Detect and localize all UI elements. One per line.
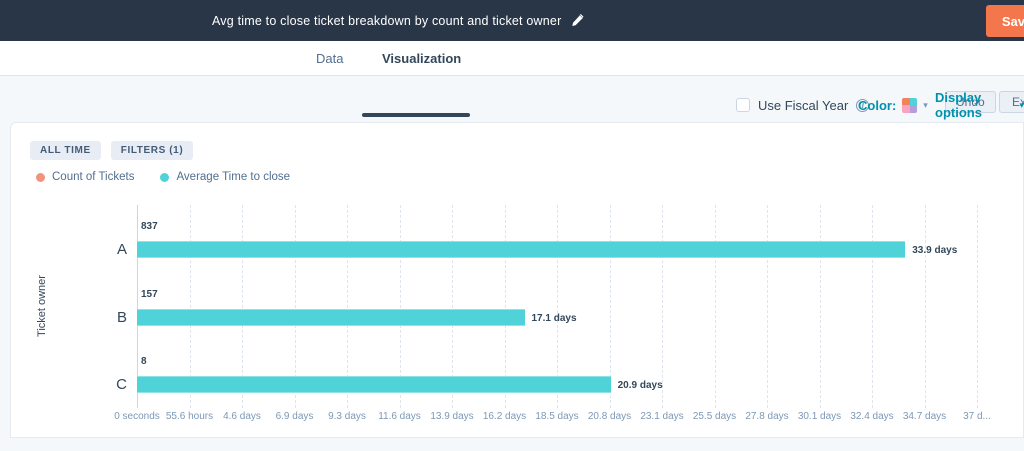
all-time-badge[interactable]: ALL TIME [30, 141, 101, 160]
undo-button[interactable]: Undo [945, 91, 996, 113]
x-axis-tick-label: 55.6 hours [165, 411, 214, 422]
report-header-bar: Avg time to close ticket breakdown by co… [0, 0, 1024, 41]
display-options-label: Display options [935, 90, 982, 120]
save-button[interactable]: Save [986, 5, 1024, 37]
x-axis-tick-label: 4.6 days [223, 411, 261, 422]
legend-item-count-of-tickets[interactable]: Count of Tickets [36, 171, 134, 183]
x-axis-tick-label: 20.8 days [587, 411, 632, 422]
count-of-tickets-label: 157 [141, 288, 158, 300]
bar-value-label: 20.9 days [617, 380, 663, 392]
gridline [242, 205, 243, 408]
bar-average-time-to-close[interactable] [137, 241, 906, 258]
count-of-tickets-label: 837 [141, 221, 158, 232]
x-axis-tick-label: 0 seconds [114, 411, 160, 422]
report-title: Avg time to close ticket breakdown by co… [212, 13, 562, 28]
chevron-down-icon: ▾ [923, 99, 928, 110]
gridline [399, 205, 401, 408]
filters-count-badge[interactable]: FILTERS (1) [110, 141, 194, 160]
bar-value-label: 17.1 days [531, 312, 577, 324]
category-label: C [116, 376, 127, 394]
chart-legend: Count of Tickets Average Time to close [36, 171, 290, 183]
gridline [872, 205, 873, 408]
gridline [977, 205, 978, 408]
category-label: A [116, 241, 127, 258]
category-label: B [116, 308, 127, 326]
legend-dot [160, 172, 170, 182]
gridline [347, 205, 348, 408]
gridline [294, 205, 296, 408]
gridline [767, 205, 768, 408]
x-axis-tick-label: 16.2 days [482, 411, 527, 422]
bar-average-time-to-close[interactable] [137, 308, 525, 326]
y-axis-title: Ticket owner [36, 275, 48, 337]
y-axis-line [137, 205, 138, 408]
info-icon[interactable]: i [856, 98, 870, 112]
display-options-control[interactable]: Display options ▾ [935, 90, 1024, 120]
legend-label: Count of Tickets [52, 171, 135, 183]
gridline [189, 205, 191, 408]
color-picker-control[interactable]: Color: ▾ [858, 96, 928, 114]
chevron-down-icon: ▾ [1019, 99, 1024, 110]
use-fiscal-year-checkbox[interactable] [736, 98, 750, 112]
count-of-tickets-label: 8 [141, 356, 147, 368]
legend-label: Average Time to close [176, 171, 291, 183]
gridline [819, 205, 821, 408]
gridline [452, 205, 453, 408]
x-axis-tick-label: 11.6 days [378, 411, 421, 422]
export-button[interactable]: Export [999, 91, 1024, 113]
x-axis-tick-label: 27.8 days [745, 411, 789, 422]
bar-average-time-to-close[interactable] [137, 376, 611, 394]
x-axis-tick-label: 37 d... [963, 411, 991, 422]
active-tab-underline [362, 113, 470, 117]
x-axis-tick-label: 23.1 days [640, 411, 684, 422]
x-axis-tick-label: 25.5 days [692, 411, 737, 422]
gridline [557, 205, 558, 408]
x-axis-tick-label: 30.1 days [797, 411, 842, 422]
x-axis-tick-label: 13.9 days [430, 411, 474, 422]
gridline [662, 205, 663, 408]
tab-bar: Data Visualization Undo Export [0, 41, 1024, 117]
color-label: Color: [858, 97, 897, 113]
legend-dot [36, 172, 45, 182]
use-fiscal-year-label: Use Fiscal Year [758, 97, 849, 113]
gridline [924, 205, 926, 408]
fiscal-year-control: Use Fiscal Year i [736, 96, 870, 114]
x-axis-tick-label: 9.3 days [328, 411, 366, 422]
legend-item-average-time-to-close[interactable]: Average Time to close [160, 171, 290, 183]
bar-value-label: 33.9 days [912, 245, 958, 256]
tab-data[interactable]: Data [316, 50, 344, 66]
x-axis-tick-label: 34.7 days [902, 411, 947, 422]
gridline [504, 205, 506, 408]
filter-badges: ALL TIME FILTERS (1) [30, 141, 194, 160]
gridline [609, 205, 611, 408]
color-swatch[interactable] [902, 97, 918, 113]
x-axis-tick-label: 18.5 days [535, 411, 579, 422]
x-axis-tick-label: 6.9 days [275, 411, 314, 422]
gridline [714, 205, 716, 408]
edit-title-icon[interactable] [571, 14, 584, 27]
tab-visualization[interactable]: Visualization [382, 50, 462, 66]
x-axis-tick-label: 32.4 days [850, 411, 894, 422]
